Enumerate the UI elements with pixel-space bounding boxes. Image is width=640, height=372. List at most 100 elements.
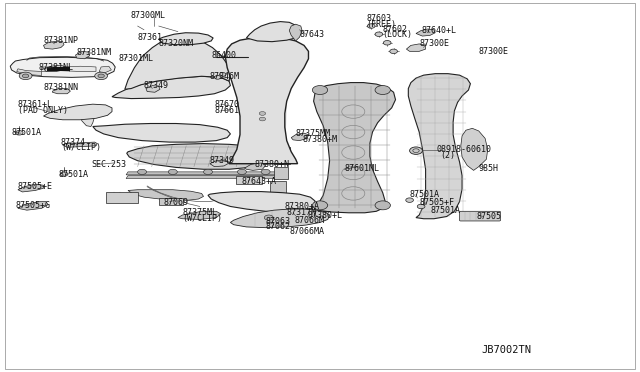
Bar: [274, 147, 290, 164]
Polygon shape: [52, 89, 70, 94]
Bar: [159, 198, 183, 205]
Text: (2): (2): [440, 151, 455, 160]
Polygon shape: [244, 163, 266, 170]
Polygon shape: [44, 104, 112, 120]
Circle shape: [138, 169, 147, 174]
Text: 87643+A: 87643+A: [242, 177, 277, 186]
Polygon shape: [18, 184, 44, 192]
Polygon shape: [126, 176, 280, 179]
Text: SEC.253: SEC.253: [91, 160, 126, 169]
Circle shape: [261, 169, 270, 174]
Circle shape: [237, 169, 246, 174]
Text: 87501A: 87501A: [410, 190, 440, 199]
Text: (LOCK): (LOCK): [383, 30, 413, 39]
Circle shape: [168, 169, 177, 174]
Text: 87361: 87361: [138, 33, 163, 42]
Polygon shape: [44, 41, 64, 49]
Text: 87375MM: 87375MM: [296, 129, 331, 138]
Polygon shape: [314, 83, 396, 213]
Text: (W/CLIP): (W/CLIP): [61, 143, 101, 152]
Text: JB7002TN: JB7002TN: [481, 346, 531, 355]
Polygon shape: [416, 29, 435, 36]
Circle shape: [312, 201, 328, 210]
Text: 87501A: 87501A: [12, 128, 42, 137]
Circle shape: [406, 198, 413, 202]
Circle shape: [417, 204, 425, 209]
Polygon shape: [76, 51, 90, 59]
Polygon shape: [230, 209, 330, 228]
Text: 87300E: 87300E: [419, 39, 449, 48]
Text: 87301ML: 87301ML: [118, 54, 154, 62]
Text: 87380+A: 87380+A: [285, 202, 320, 211]
Circle shape: [22, 74, 29, 78]
Bar: [47, 67, 70, 71]
Polygon shape: [178, 211, 221, 219]
Polygon shape: [99, 66, 111, 73]
Text: 87380+L: 87380+L: [307, 211, 342, 219]
Circle shape: [259, 112, 266, 115]
Polygon shape: [44, 65, 65, 71]
Polygon shape: [42, 66, 96, 71]
Text: 87603: 87603: [366, 14, 391, 23]
Text: 87375ML: 87375ML: [182, 208, 218, 217]
Text: 87381NL: 87381NL: [38, 63, 74, 72]
Text: 87300ML: 87300ML: [131, 11, 166, 20]
Bar: [270, 181, 286, 194]
Circle shape: [98, 74, 104, 78]
Polygon shape: [128, 190, 204, 200]
Text: 87505: 87505: [477, 212, 502, 221]
Polygon shape: [291, 133, 308, 141]
Text: 87066M: 87066M: [294, 216, 324, 225]
Text: 87381NP: 87381NP: [44, 36, 79, 45]
Text: (PAD ONLY): (PAD ONLY): [18, 106, 68, 115]
Circle shape: [375, 201, 390, 210]
Polygon shape: [125, 38, 230, 89]
Polygon shape: [408, 74, 470, 219]
Bar: [236, 176, 262, 184]
Text: 87300E: 87300E: [479, 47, 509, 56]
Polygon shape: [461, 128, 488, 170]
Polygon shape: [289, 24, 302, 41]
Polygon shape: [18, 202, 48, 210]
Text: 87063: 87063: [266, 217, 291, 226]
Text: 87640+L: 87640+L: [421, 26, 456, 35]
FancyBboxPatch shape: [460, 211, 500, 221]
Text: 985H: 985H: [479, 164, 499, 173]
Text: (FREE): (FREE): [366, 20, 396, 29]
Text: 87361+L: 87361+L: [18, 100, 53, 109]
Polygon shape: [93, 124, 230, 142]
Text: 87062: 87062: [266, 222, 291, 231]
Polygon shape: [159, 33, 213, 45]
Circle shape: [19, 72, 32, 80]
Text: 87380+N: 87380+N: [255, 160, 290, 169]
Circle shape: [312, 86, 328, 94]
Polygon shape: [225, 37, 308, 164]
Bar: [106, 192, 138, 203]
Polygon shape: [146, 86, 160, 92]
Circle shape: [390, 49, 397, 54]
Circle shape: [15, 131, 23, 135]
Polygon shape: [80, 106, 95, 126]
Text: 87317N: 87317N: [287, 208, 317, 217]
Circle shape: [60, 172, 68, 176]
Polygon shape: [246, 22, 300, 42]
Polygon shape: [208, 192, 315, 212]
Polygon shape: [17, 69, 42, 76]
Text: 87381NM: 87381NM: [77, 48, 112, 57]
Circle shape: [367, 24, 375, 28]
Text: 87501A: 87501A: [430, 206, 460, 215]
Circle shape: [204, 169, 212, 174]
Text: 87346M: 87346M: [210, 72, 240, 81]
Polygon shape: [112, 76, 230, 99]
Bar: [274, 167, 288, 179]
Circle shape: [375, 86, 390, 94]
Text: 87374: 87374: [61, 138, 86, 147]
Circle shape: [375, 32, 383, 36]
Text: (W/CLIP): (W/CLIP): [182, 214, 223, 223]
Text: 87505+F: 87505+F: [419, 198, 454, 207]
Text: 86400: 86400: [211, 51, 236, 60]
Circle shape: [264, 215, 273, 220]
Circle shape: [259, 117, 266, 121]
Text: 87602: 87602: [383, 25, 408, 33]
Polygon shape: [10, 57, 115, 77]
